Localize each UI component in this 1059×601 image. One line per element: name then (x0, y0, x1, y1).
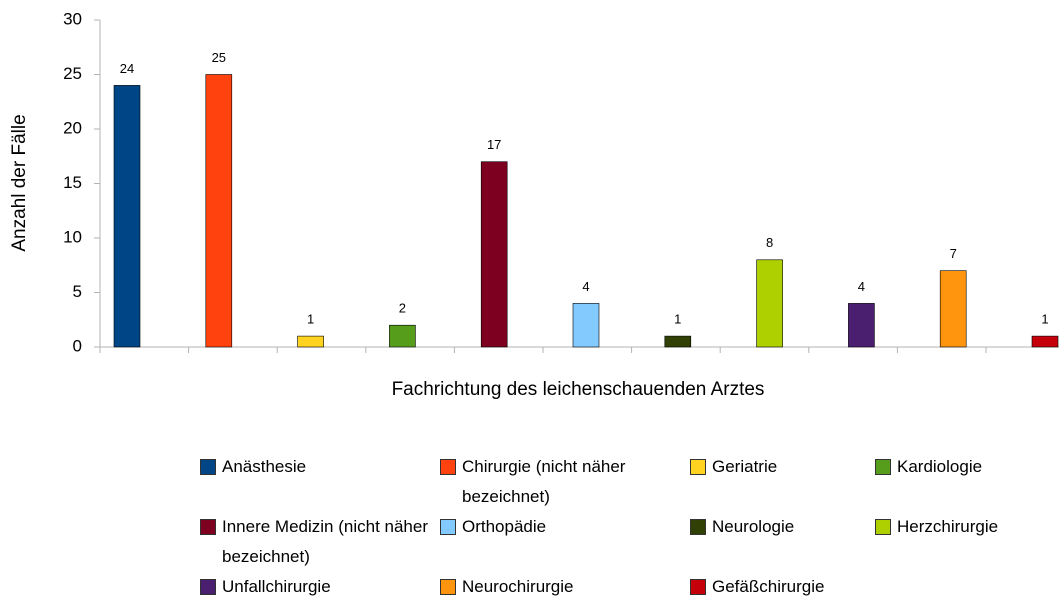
y-tick-label: 0 (73, 336, 82, 355)
legend-swatch (690, 519, 706, 535)
y-tick-label: 15 (63, 173, 82, 192)
legend-label: Chirurgie (nicht näher bezeichnet) (462, 457, 626, 506)
y-tick-label: 5 (73, 282, 82, 301)
legend-swatch (440, 519, 456, 535)
legend-swatch (690, 579, 706, 595)
value-label: 1 (674, 312, 681, 327)
y-tick-label: 20 (63, 118, 82, 137)
legend-swatch (440, 459, 456, 475)
value-label: 17 (487, 137, 501, 152)
legend-swatch (875, 459, 891, 475)
value-label: 8 (766, 235, 773, 250)
legend-label: Geriatrie (712, 457, 778, 476)
y-tick-label: 30 (63, 9, 82, 28)
bar (848, 303, 875, 348)
legend-swatch (200, 459, 216, 475)
legend-label: Anästhesie (222, 457, 307, 476)
bar (1031, 335, 1059, 348)
value-label: 2 (399, 301, 406, 316)
value-label: 1 (1041, 312, 1048, 327)
x-axis-title: Fachrichtung des leichenschauenden Arzte… (392, 379, 765, 400)
value-label: 25 (212, 50, 226, 65)
legend-label: Unfallchirurgie (222, 577, 331, 596)
legend-label: Innere Medizin (nicht näher bezeichnet) (222, 517, 429, 566)
legend-label: Kardiologie (897, 457, 983, 476)
y-tick-label: 25 (63, 64, 82, 83)
legend-swatch (690, 459, 706, 475)
value-label: 1 (307, 312, 314, 327)
y-axis-title: Anzahl der Fälle (9, 114, 30, 251)
value-label: 7 (950, 246, 957, 261)
bar (480, 161, 508, 348)
bar (389, 324, 416, 348)
value-label: 24 (120, 61, 134, 76)
bar (205, 74, 233, 348)
legend-swatch (200, 519, 216, 535)
bar (572, 303, 600, 348)
legend-label: Gefäßchirurgie (712, 577, 825, 596)
bar (113, 85, 141, 348)
y-tick-label: 10 (63, 227, 82, 246)
legend-swatch (875, 519, 891, 535)
legend-label: Orthopädie (462, 517, 547, 536)
legend-swatch (200, 579, 216, 595)
bar (939, 270, 967, 348)
legend-label: Herzchirurgie (897, 517, 999, 536)
legend-swatch (440, 579, 456, 595)
bar (756, 259, 783, 348)
legend-label: Neurologie (712, 517, 795, 536)
value-label: 4 (582, 279, 589, 294)
value-label: 4 (858, 279, 865, 294)
bar (664, 335, 692, 348)
bar (297, 335, 324, 348)
legend-label: Neurochirurgie (462, 577, 574, 596)
